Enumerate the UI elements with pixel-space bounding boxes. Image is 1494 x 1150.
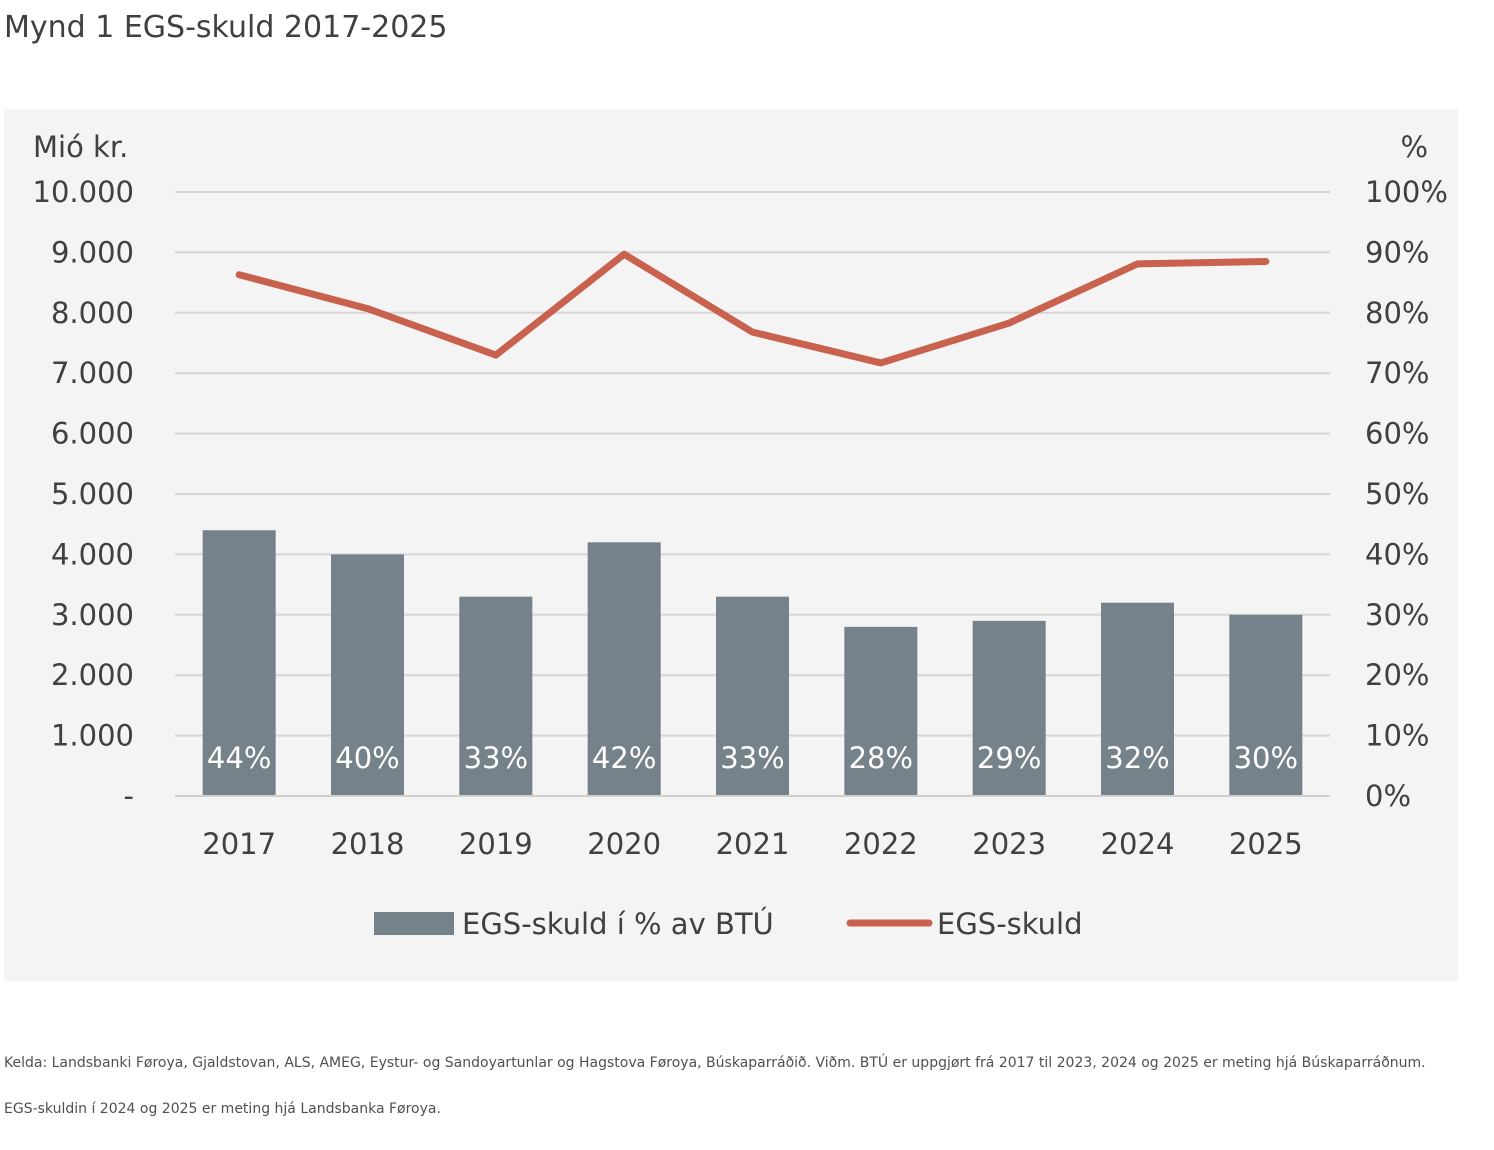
legend-swatch-bar — [374, 912, 454, 935]
y-left-tick-label: 1.000 — [51, 719, 134, 753]
chart: - 0% 1.000 10% 2.000 20% 3.000 30% 4.000 40% 5.000… — [33, 130, 1448, 941]
x-tick-label: 2018 — [331, 827, 405, 861]
bar-data-label: 33% — [464, 741, 528, 775]
y-right-tick-label: 100% — [1365, 175, 1448, 209]
legend-label-bar: EGS-skuld í % av BTÚ — [462, 907, 774, 941]
y-right-tick-label: 70% — [1365, 356, 1429, 390]
y-left-tick-label: 8.000 — [51, 296, 134, 330]
y-left-tick-label: 5.000 — [51, 477, 134, 511]
y-left-axis-label: Mió kr. — [33, 130, 128, 164]
bar — [1229, 614, 1303, 796]
y-right-tick-label: 10% — [1365, 719, 1429, 753]
bar — [972, 620, 1046, 796]
y-left-tick-label: - — [124, 779, 134, 813]
x-tick-label: 2017 — [202, 827, 276, 861]
page-title: Mynd 1 EGS-skuld 2017-2025 — [4, 10, 448, 45]
bar — [1101, 602, 1174, 796]
bar-data-label: 33% — [720, 741, 784, 775]
y-left-tick-label: 9.000 — [51, 235, 134, 269]
y-left-tick-label: 6.000 — [51, 417, 134, 451]
bar — [459, 596, 533, 796]
bar-data-label: 44% — [207, 741, 271, 775]
y-right-tick-label: 30% — [1365, 598, 1429, 632]
bar — [716, 596, 789, 796]
y-right-axis-label: % — [1400, 130, 1428, 164]
x-tick-label: 2022 — [844, 827, 918, 861]
x-tick-label: 2019 — [459, 827, 533, 861]
bar-data-label: 32% — [1105, 741, 1169, 775]
x-tick-label: 2021 — [716, 827, 790, 861]
bar-data-label: 28% — [849, 741, 913, 775]
y-right-tick-label: 80% — [1365, 296, 1429, 330]
line-series — [235, 250, 1270, 367]
bar — [202, 530, 276, 796]
y-right-tick-label: 50% — [1365, 477, 1429, 511]
y-left-tick-label: 10.000 — [33, 175, 134, 209]
bar — [844, 626, 918, 796]
bar — [587, 542, 661, 796]
bar-data-label: 30% — [1234, 741, 1298, 775]
y-left-tick-label: 3.000 — [51, 598, 134, 632]
bar — [331, 554, 404, 796]
y-right-tick-label: 90% — [1365, 235, 1429, 269]
bar-data-label: 42% — [592, 741, 656, 775]
x-tick-label: 2024 — [1101, 827, 1175, 861]
y-left-tick-label: 2.000 — [51, 658, 134, 692]
bar-data-label: 40% — [335, 741, 399, 775]
legend-label-line: EGS-skuld — [937, 907, 1083, 941]
y-left-tick-label: 7.000 — [51, 356, 134, 390]
y-right-tick-label: 60% — [1365, 417, 1429, 451]
source-note: Kelda: Landsbanki Føroya, Gjaldstovan, A… — [4, 1055, 1426, 1071]
x-tick-label: 2025 — [1229, 827, 1303, 861]
y-right-tick-label: 0% — [1365, 779, 1411, 813]
y-left-tick-label: 4.000 — [51, 537, 134, 571]
x-tick-label: 2020 — [587, 827, 661, 861]
bar-data-label: 29% — [977, 741, 1041, 775]
y-right-tick-label: 40% — [1365, 537, 1429, 571]
y-right-tick-label: 20% — [1365, 658, 1429, 692]
x-tick-label: 2023 — [972, 827, 1046, 861]
chart-panel: - 0% 1.000 10% 2.000 20% 3.000 30% 4.000 40% 5.000… — [4, 109, 1458, 981]
estimate-note: EGS-skuldin í 2024 og 2025 er meting hjá… — [4, 1101, 441, 1117]
